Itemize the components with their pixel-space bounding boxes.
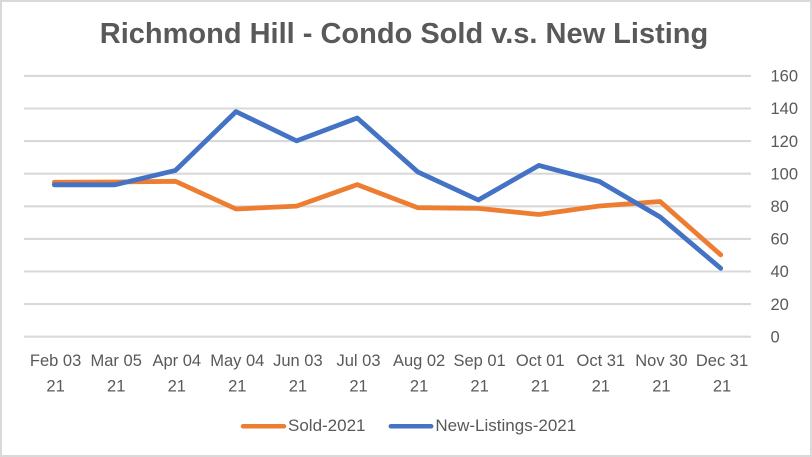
svg-text:40: 40 <box>771 263 789 281</box>
svg-text:21: 21 <box>592 378 610 396</box>
svg-text:20: 20 <box>771 296 789 314</box>
svg-text:Dec 31: Dec 31 <box>696 352 748 370</box>
svg-text:21: 21 <box>531 378 549 396</box>
svg-text:Mar 05: Mar 05 <box>91 352 142 370</box>
svg-text:80: 80 <box>771 198 789 216</box>
svg-text:100: 100 <box>771 165 799 183</box>
svg-text:Oct 31: Oct 31 <box>576 352 625 370</box>
svg-text:160: 160 <box>771 68 799 86</box>
svg-text:Nov 30: Nov 30 <box>635 352 687 370</box>
svg-text:Jun 03: Jun 03 <box>273 352 323 370</box>
svg-text:21: 21 <box>713 378 731 396</box>
svg-text:21: 21 <box>46 378 64 396</box>
svg-text:21: 21 <box>410 378 428 396</box>
svg-text:120: 120 <box>771 133 799 151</box>
svg-text:May 04: May 04 <box>210 352 264 370</box>
svg-text:Oct 01: Oct 01 <box>516 352 565 370</box>
svg-text:Apr 04: Apr 04 <box>152 352 201 370</box>
svg-text:21: 21 <box>470 378 488 396</box>
svg-text:Richmond Hill - Condo Sold v.s: Richmond Hill - Condo Sold v.s. New List… <box>100 18 708 50</box>
svg-text:21: 21 <box>168 378 186 396</box>
svg-text:21: 21 <box>652 378 670 396</box>
svg-text:New-Listings-2021: New-Listings-2021 <box>435 416 576 435</box>
svg-text:Aug 02: Aug 02 <box>393 352 445 370</box>
svg-text:0: 0 <box>771 328 780 346</box>
svg-text:Feb 03: Feb 03 <box>30 352 81 370</box>
svg-text:Sold-2021: Sold-2021 <box>288 416 366 435</box>
svg-text:60: 60 <box>771 231 789 249</box>
svg-text:21: 21 <box>289 378 307 396</box>
svg-text:21: 21 <box>349 378 367 396</box>
svg-text:21: 21 <box>228 378 246 396</box>
svg-text:Sep 01: Sep 01 <box>453 352 505 370</box>
svg-text:140: 140 <box>771 100 799 118</box>
svg-text:21: 21 <box>107 378 125 396</box>
svg-text:Jul 03: Jul 03 <box>336 352 380 370</box>
